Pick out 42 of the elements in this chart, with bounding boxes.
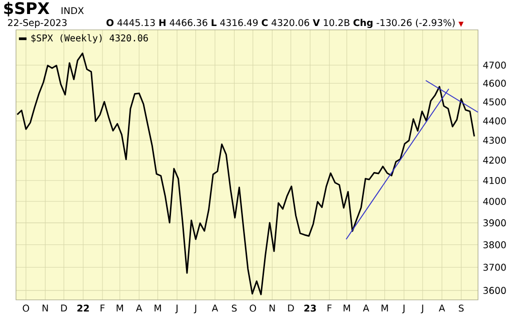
x-tick-label: M [154, 304, 161, 312]
x-tick-label: O [22, 304, 30, 312]
x-tick-label: A [136, 304, 142, 312]
y-tick-label: 4400 [483, 117, 506, 124]
y-tick-label: 4000 [483, 198, 506, 205]
y-tick-label: 3900 [483, 219, 506, 226]
x-tick-label: N [42, 304, 48, 312]
y-tick-label: 4600 [483, 80, 506, 87]
x-tick-label: J [194, 304, 196, 314]
legend-label: $SPX (Weekly) 4320.06 [31, 34, 148, 44]
x-tick-label: S [232, 304, 237, 312]
text: INDX [62, 7, 84, 14]
y-tick-label: 4200 [483, 156, 506, 164]
x-tick-label: J [420, 304, 424, 314]
x-tick-label: S [458, 304, 464, 312]
y-tick-label: 4300 [483, 136, 506, 144]
x-tick-label: D [288, 304, 294, 312]
text: O 4445.13 H 4466.36 L 4316.49 C 4320.06 V 10.2B Chg -130.26 (-2.93%) [106, 18, 455, 28]
y-tick-label: 4100 [483, 176, 506, 184]
y-tick-label: 4700 [483, 62, 506, 69]
x-tick-label: M [382, 304, 388, 312]
x-tick-label: 23 [304, 304, 316, 312]
x-tick-label: N [270, 304, 275, 312]
y-tick-label: 4500 [483, 98, 506, 106]
x-tick-label: J [402, 304, 404, 314]
x-tick-label: M [344, 304, 350, 312]
y-tick-label: 3600 [483, 286, 506, 294]
x-tick-label: A [438, 304, 446, 312]
x-tick-label: O [250, 304, 256, 312]
x-tick-label: F [100, 304, 105, 312]
y-tick-label: 3700 [483, 264, 506, 271]
x-tick-label: A [212, 304, 218, 312]
x-tick-label: 22 [77, 304, 89, 312]
x-tick-label: F [328, 304, 332, 312]
x-tick-label: A [362, 304, 370, 312]
x-tick-label: M [116, 304, 123, 312]
text: 22-Sep-2023 [8, 19, 67, 28]
chart-title: $SPX [4, 2, 50, 16]
x-tick-label: D [61, 304, 67, 312]
line-series [16, 52, 476, 296]
x-tick-label: J [175, 304, 178, 314]
y-tick-label: 3800 [483, 241, 506, 248]
